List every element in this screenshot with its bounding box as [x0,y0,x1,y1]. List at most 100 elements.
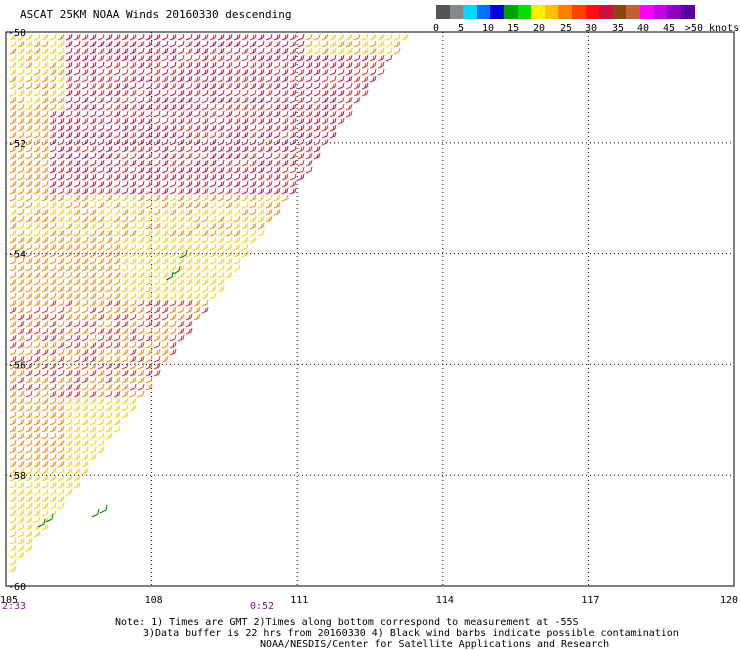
wind-barb [193,285,201,293]
wind-barb [145,348,153,356]
wind-barb [65,474,73,482]
wind-barb [9,446,17,454]
wind-barb [89,271,97,279]
wind-barb [81,404,89,412]
colorbar-label: >50 knots [684,23,740,34]
wind-barb [185,145,193,153]
wind-barb [201,243,209,251]
wind-barb [41,334,49,342]
wind-barb [345,33,353,41]
wind-barb [65,61,73,69]
wind-barb [137,236,145,244]
wind-barb [225,152,233,160]
wind-barb [97,257,105,265]
wind-barb [73,145,81,153]
wind-barb [129,271,137,279]
wind-barb [97,362,105,370]
wind-barb [289,103,297,111]
wind-barb [65,138,73,146]
wind-barb [305,152,313,160]
wind-barb [297,173,305,181]
wind-barb [17,523,25,531]
wind-barb [89,411,97,419]
wind-barb [257,68,265,76]
wind-barb [57,47,65,55]
wind-barb [265,117,273,125]
wind-barb [257,82,265,90]
wind-barb [121,250,129,258]
wind-barb [33,488,41,496]
wind-barb [185,166,193,174]
wind-barb [33,243,41,251]
wind-barb [25,243,33,251]
wind-barb [113,145,121,153]
wind-barb [25,194,33,202]
wind-barb [137,271,145,279]
wind-barb [33,509,41,517]
wind-barb [17,369,25,377]
wind-barb [177,54,185,62]
wind-barb [49,306,57,314]
wind-barb [25,33,33,41]
wind-barb [9,502,17,510]
wind-barb [49,264,57,272]
wind-barb [265,54,273,62]
wind-barb [169,194,177,202]
wind-barb-green [165,271,174,281]
wind-barb [97,40,105,48]
wind-barb [121,145,129,153]
wind-barb [113,194,121,202]
wind-barb [145,250,153,258]
wind-barb [105,75,113,83]
wind-barb [89,131,97,139]
wind-barb [25,292,33,300]
wind-barb [121,243,129,251]
wind-barb [73,264,81,272]
wind-barb [121,397,129,405]
wind-barb [25,404,33,412]
wind-barb [113,40,121,48]
wind-barb [209,103,217,111]
wind-barb [185,278,193,286]
wind-barb [137,208,145,216]
wind-barb [145,341,153,349]
wind-barb [249,131,257,139]
wind-barb [17,271,25,279]
wind-barb [217,236,225,244]
wind-barb [41,390,49,398]
wind-barb [177,33,185,41]
colorbar-segment [612,5,627,19]
wind-barb [113,173,121,181]
wind-barb [17,250,25,258]
wind-barb [161,124,169,132]
wind-barb [33,89,41,97]
wind-barb [305,54,313,62]
wind-barb [201,173,209,181]
wind-barb [57,453,65,461]
wind-barb [33,376,41,384]
wind-barb [273,47,281,55]
wind-barb [57,89,65,97]
wind-barb [153,40,161,48]
wind-barb [241,96,249,104]
wind-barb [65,439,73,447]
wind-barb [81,425,89,433]
wind-barb [233,173,241,181]
wind-barb [217,222,225,230]
wind-barb [225,271,233,279]
wind-barb [249,54,257,62]
wind-barb [257,33,265,41]
wind-barb [121,299,129,307]
wind-barb [225,173,233,181]
wind-barb [225,194,233,202]
wind-barb [297,61,305,69]
wind-barb [209,278,217,286]
wind-barb [57,110,65,118]
wind-barb [17,208,25,216]
wind-barb [41,397,49,405]
wind-barb [121,117,129,125]
wind-barb [57,96,65,104]
wind-barb [353,82,361,90]
wind-barb [17,82,25,90]
wind-barb [305,159,313,167]
